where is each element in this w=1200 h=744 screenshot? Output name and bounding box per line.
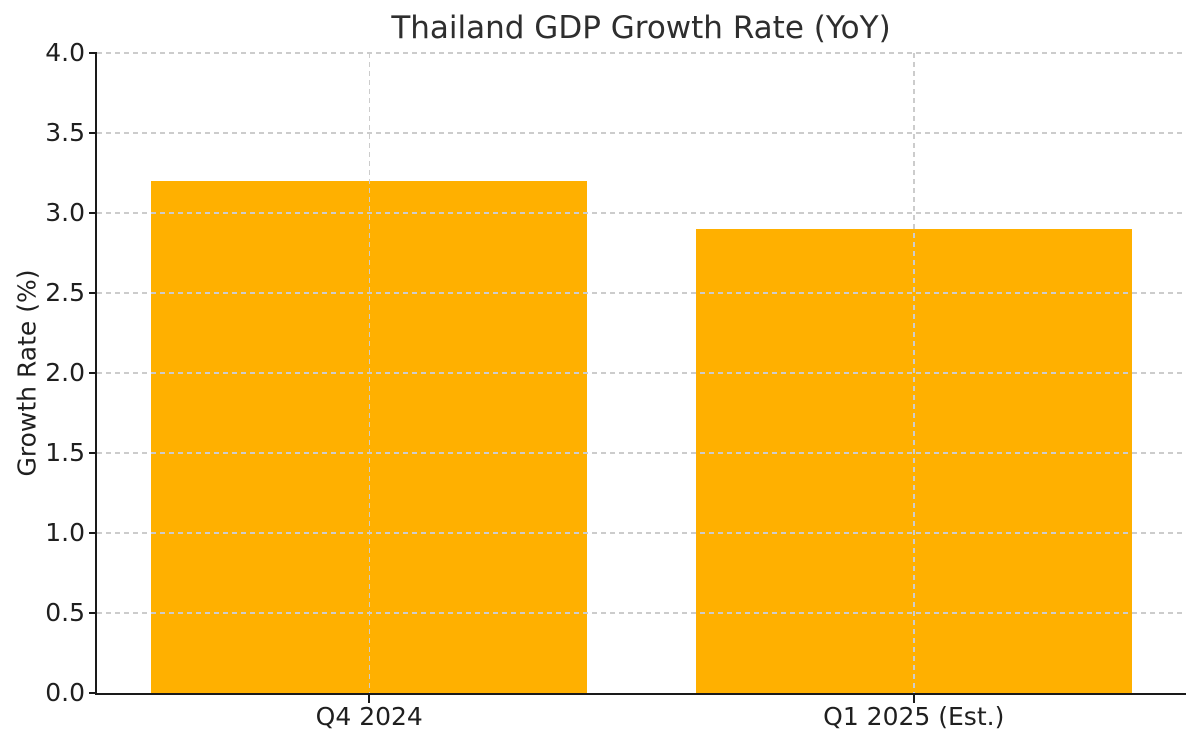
y-tick-mark-2.5 xyxy=(89,292,97,294)
y-tick-mark-3.5 xyxy=(89,132,97,134)
y-tick-label-3.0: 3.0 xyxy=(45,198,85,227)
gridline-y-0.5 xyxy=(97,612,1186,614)
x-tick-mark-q1-2025-est xyxy=(912,695,915,703)
gridline-y-1.5 xyxy=(97,452,1186,454)
gridline-x-q1-2025-est xyxy=(913,53,915,693)
x-tick-label-q4-2024: Q4 2024 xyxy=(315,702,423,731)
gridline-y-4.0 xyxy=(97,52,1186,54)
gridline-x-q4-2024 xyxy=(368,53,370,693)
chart-title: Thailand GDP Growth Rate (YoY) xyxy=(391,10,891,46)
x-tick-label-q1-2025-est: Q1 2025 (Est.) xyxy=(823,702,1005,731)
y-axis-spine xyxy=(95,53,97,695)
gridline-y-1.0 xyxy=(97,532,1186,534)
y-tick-label-2.0: 2.0 xyxy=(45,358,85,387)
y-tick-label-1.0: 1.0 xyxy=(45,518,85,547)
y-tick-label-4.0: 4.0 xyxy=(45,38,85,67)
y-tick-mark-3.0 xyxy=(89,212,97,214)
x-tick-mark-q4-2024 xyxy=(368,695,371,703)
gridline-y-2.5 xyxy=(97,292,1186,294)
y-tick-label-0.5: 0.5 xyxy=(45,598,85,627)
y-tick-label-3.5: 3.5 xyxy=(45,118,85,147)
x-axis-spine xyxy=(95,693,1186,695)
y-tick-label-2.5: 2.5 xyxy=(45,278,85,307)
y-tick-label-0.0: 0.0 xyxy=(45,678,85,707)
y-tick-mark-4.0 xyxy=(89,52,97,54)
plot-area xyxy=(95,52,1186,695)
y-tick-mark-1.0 xyxy=(89,532,97,534)
gridline-y-3.0 xyxy=(97,212,1186,214)
gridline-y-2.0 xyxy=(97,372,1186,374)
y-tick-label-1.5: 1.5 xyxy=(45,438,85,467)
y-tick-mark-2.0 xyxy=(89,372,97,374)
gridline-y-3.5 xyxy=(97,132,1186,134)
y-tick-mark-0.0 xyxy=(89,692,97,694)
y-tick-mark-1.5 xyxy=(89,452,97,454)
y-tick-mark-0.5 xyxy=(89,612,97,614)
